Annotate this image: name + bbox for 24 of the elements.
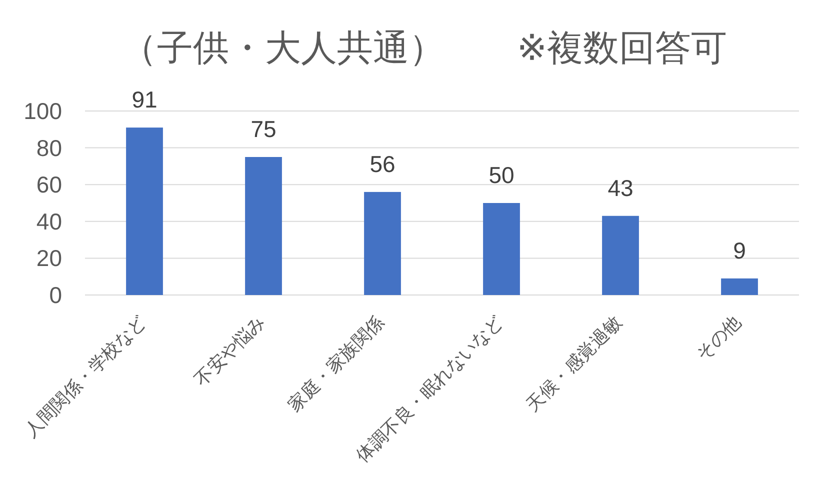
data-label: 9	[733, 237, 746, 264]
x-tick-label: 人間関係・学校など	[20, 312, 150, 441]
data-label: 43	[608, 174, 634, 201]
bar	[364, 192, 401, 295]
bar	[602, 216, 639, 295]
y-tick-label: 60	[36, 172, 62, 198]
data-label: 56	[370, 150, 396, 177]
data-label: 50	[488, 162, 514, 188]
data-label: 91	[132, 86, 158, 113]
y-tick-label: 0	[49, 282, 62, 308]
bar	[245, 157, 282, 295]
y-tick-label: 100	[24, 98, 62, 124]
y-tick-label: 20	[36, 245, 62, 272]
bar	[126, 128, 163, 295]
y-tick-label: 40	[36, 208, 62, 234]
bar	[721, 278, 758, 295]
x-tick-label: 天候・感覚過敏	[522, 312, 626, 416]
y-tick-label: 80	[36, 134, 62, 161]
x-tick-label: その他	[692, 312, 745, 364]
data-label: 75	[250, 116, 276, 142]
x-tick-label: 不安や悩み	[190, 312, 269, 390]
bar	[483, 203, 520, 295]
x-tick-label: 家庭・家族関係	[284, 312, 388, 416]
chart-title: （子供・大人共通） ※複数回答可	[120, 27, 728, 68]
